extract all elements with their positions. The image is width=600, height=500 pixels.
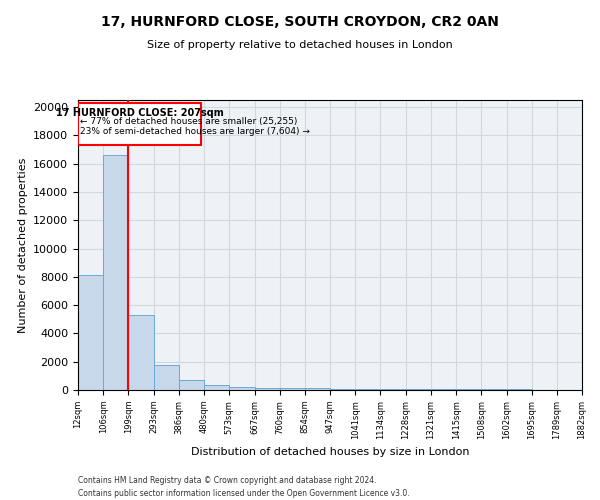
Bar <box>355 389 380 390</box>
Y-axis label: Number of detached properties: Number of detached properties <box>17 158 28 332</box>
Bar <box>431 389 456 390</box>
X-axis label: Distribution of detached houses by size in London: Distribution of detached houses by size … <box>191 447 469 457</box>
Bar <box>280 388 305 390</box>
Text: 17, HURNFORD CLOSE, SOUTH CROYDON, CR2 0AN: 17, HURNFORD CLOSE, SOUTH CROYDON, CR2 0… <box>101 15 499 29</box>
Bar <box>103 155 128 390</box>
Bar <box>229 386 254 390</box>
Bar <box>305 388 330 390</box>
Bar <box>406 389 431 390</box>
Bar <box>204 385 229 390</box>
Bar <box>179 380 204 390</box>
Text: ← 77% of detached houses are smaller (25,255): ← 77% of detached houses are smaller (25… <box>80 117 298 126</box>
Bar <box>78 276 103 390</box>
Text: 23% of semi-detached houses are larger (7,604) →: 23% of semi-detached houses are larger (… <box>80 127 310 136</box>
Text: Contains HM Land Registry data © Crown copyright and database right 2024.: Contains HM Land Registry data © Crown c… <box>78 476 377 485</box>
Bar <box>128 315 154 390</box>
Bar <box>330 388 355 390</box>
Text: Contains public sector information licensed under the Open Government Licence v3: Contains public sector information licen… <box>78 488 410 498</box>
Bar <box>78 103 202 146</box>
Bar <box>254 388 280 390</box>
Bar <box>380 389 406 390</box>
Bar <box>154 364 179 390</box>
Text: 17 HURNFORD CLOSE: 207sqm: 17 HURNFORD CLOSE: 207sqm <box>56 108 224 118</box>
Text: Size of property relative to detached houses in London: Size of property relative to detached ho… <box>147 40 453 50</box>
